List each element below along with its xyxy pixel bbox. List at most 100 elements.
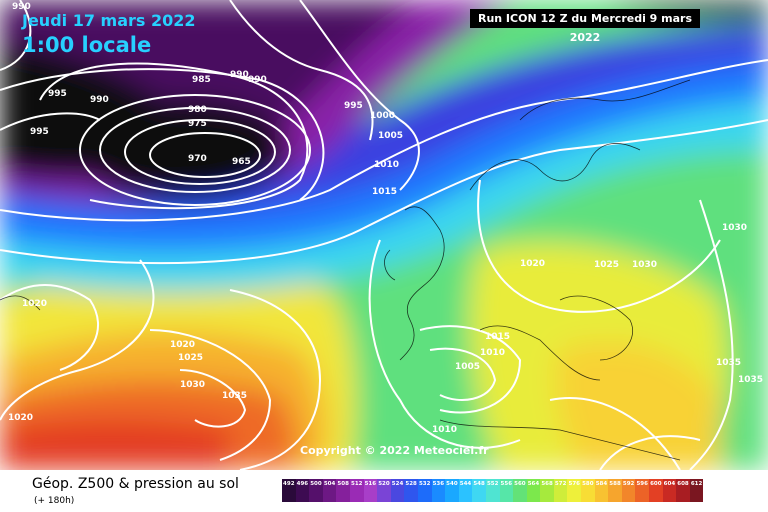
isobar-label: 990 <box>12 2 31 12</box>
color-scale-value: 492 <box>283 481 295 487</box>
isobar-label: 995 <box>48 89 67 99</box>
color-scale-value: 528 <box>405 481 417 487</box>
isobar-label: 1020 <box>520 259 545 269</box>
isobar-label: 990 <box>248 75 267 85</box>
isobar-label: 1020 <box>22 299 47 309</box>
color-scale-cell: 540 <box>445 479 459 502</box>
color-scale-value: 596 <box>636 481 648 487</box>
color-scale-cell: 556 <box>499 479 514 502</box>
color-scale-value: 532 <box>418 481 431 487</box>
isobar-label: 1035 <box>716 358 741 368</box>
isobar-label: 1010 <box>374 160 399 170</box>
color-scale-cell: 608 <box>676 479 690 502</box>
color-scale-cell: 492 <box>282 479 296 502</box>
color-scale-cell: 500 <box>309 479 323 502</box>
color-scale-value: 516 <box>364 481 377 487</box>
color-scale-cell: 600 <box>649 479 663 502</box>
color-scale-cell: 504 <box>322 479 337 502</box>
isobar-label: 1015 <box>485 332 510 342</box>
isobar-label: 1010 <box>432 425 457 435</box>
geopotential-field <box>0 0 768 470</box>
valid-date: Jeudi 17 mars 2022 <box>22 11 196 30</box>
color-scale-value: 520 <box>378 481 390 487</box>
color-scale-cell: 536 <box>431 479 446 502</box>
isobar-labels: 990 995 995 990 985 990 990 980 975 970 … <box>8 2 763 435</box>
isobar-label: 965 <box>232 157 251 167</box>
color-scale-value: 504 <box>323 481 336 487</box>
map-title: Géop. Z500 & pression au sol <box>32 476 239 492</box>
isobar-label: 1020 <box>8 413 33 423</box>
forecast-range: (+ 180h) <box>34 496 75 506</box>
isobar-label: 995 <box>30 127 49 137</box>
isobar-label: 990 <box>230 70 249 80</box>
color-scale-cell: 580 <box>581 479 595 502</box>
color-scale-value: 600 <box>650 481 662 487</box>
isobar-label: 1030 <box>180 380 205 390</box>
color-scale-value: 496 <box>296 481 309 487</box>
color-scale-cell: 612 <box>689 479 704 502</box>
color-scale-value: 568 <box>541 481 553 487</box>
color-scale-value: 584 <box>595 481 608 487</box>
isobars <box>0 0 768 470</box>
color-scale-cell: 524 <box>390 479 405 502</box>
color-scale-cell: 604 <box>662 479 677 502</box>
color-scale-cell: 564 <box>526 479 541 502</box>
color-scale-value: 580 <box>582 481 594 487</box>
color-scale-value: 556 <box>500 481 513 487</box>
color-scale-value: 540 <box>446 481 458 487</box>
isobar-label: 1025 <box>594 260 619 270</box>
color-scale-value: 612 <box>690 481 703 487</box>
color-scale-cell: 584 <box>594 479 609 502</box>
isobar-label: 995 <box>344 101 363 111</box>
color-scale-value: 508 <box>337 481 349 487</box>
isobar-label: 1010 <box>480 348 505 358</box>
color-scale-cell: 560 <box>513 479 527 502</box>
color-scale-cell: 572 <box>553 479 568 502</box>
isobar-label: 1015 <box>372 187 397 197</box>
color-scale-value: 524 <box>391 481 404 487</box>
isobar-label: 1030 <box>632 260 657 270</box>
color-scale-cell: 544 <box>458 479 473 502</box>
color-scale-cell: 548 <box>472 479 486 502</box>
valid-time: 1:00 locale <box>22 33 152 57</box>
color-scale-value: 536 <box>432 481 445 487</box>
isobar-label: 980 <box>188 105 207 115</box>
color-scale-value: 548 <box>473 481 485 487</box>
isobar-label: 1025 <box>178 353 203 363</box>
color-scale-value: 564 <box>527 481 540 487</box>
legend-footer: Géop. Z500 & pression au sol (+ 180h) 49… <box>0 470 768 512</box>
color-scale-value: 576 <box>568 481 580 487</box>
isobar-label: 975 <box>188 119 207 129</box>
color-scale-cell: 576 <box>567 479 582 502</box>
color-scale-cell: 516 <box>363 479 378 502</box>
color-scale-cell: 588 <box>608 479 622 502</box>
run-info: Run ICON 12 Z du Mercredi 9 mars 2022 <box>470 9 700 44</box>
color-scale: 492 496 500 504 508 512 516 520 524 528 532 536 540 5… <box>282 479 704 502</box>
isobar-label: 1005 <box>378 131 403 141</box>
color-scale-value: 604 <box>663 481 676 487</box>
color-scale-cell: 496 <box>295 479 310 502</box>
isobar-label: 990 <box>90 95 109 105</box>
color-scale-cell: 520 <box>377 479 391 502</box>
coastlines <box>0 79 691 461</box>
color-scale-cell: 512 <box>349 479 364 502</box>
isobar-label: 985 <box>192 75 211 85</box>
color-scale-value: 560 <box>514 481 526 487</box>
color-scale-value: 500 <box>310 481 322 487</box>
color-scale-cell: 508 <box>336 479 350 502</box>
color-scale-value: 512 <box>351 481 363 487</box>
color-scale-cell: 596 <box>635 479 650 502</box>
color-scale-cell: 528 <box>404 479 418 502</box>
weather-map: 990 995 995 990 985 990 990 980 975 970 … <box>0 0 768 470</box>
isobar-label: 1005 <box>455 362 480 372</box>
color-scale-cell: 568 <box>540 479 554 502</box>
color-scale-value: 572 <box>554 481 567 487</box>
color-scale-cell: 532 <box>417 479 432 502</box>
color-scale-value: 544 <box>459 481 472 487</box>
isobar-label: 1035 <box>738 375 763 385</box>
color-scale-value: 552 <box>486 481 499 487</box>
color-scale-value: 588 <box>609 481 621 487</box>
isobar-label: 1035 <box>222 391 247 401</box>
color-scale-value: 608 <box>677 481 689 487</box>
isobar-label: 970 <box>188 154 207 164</box>
